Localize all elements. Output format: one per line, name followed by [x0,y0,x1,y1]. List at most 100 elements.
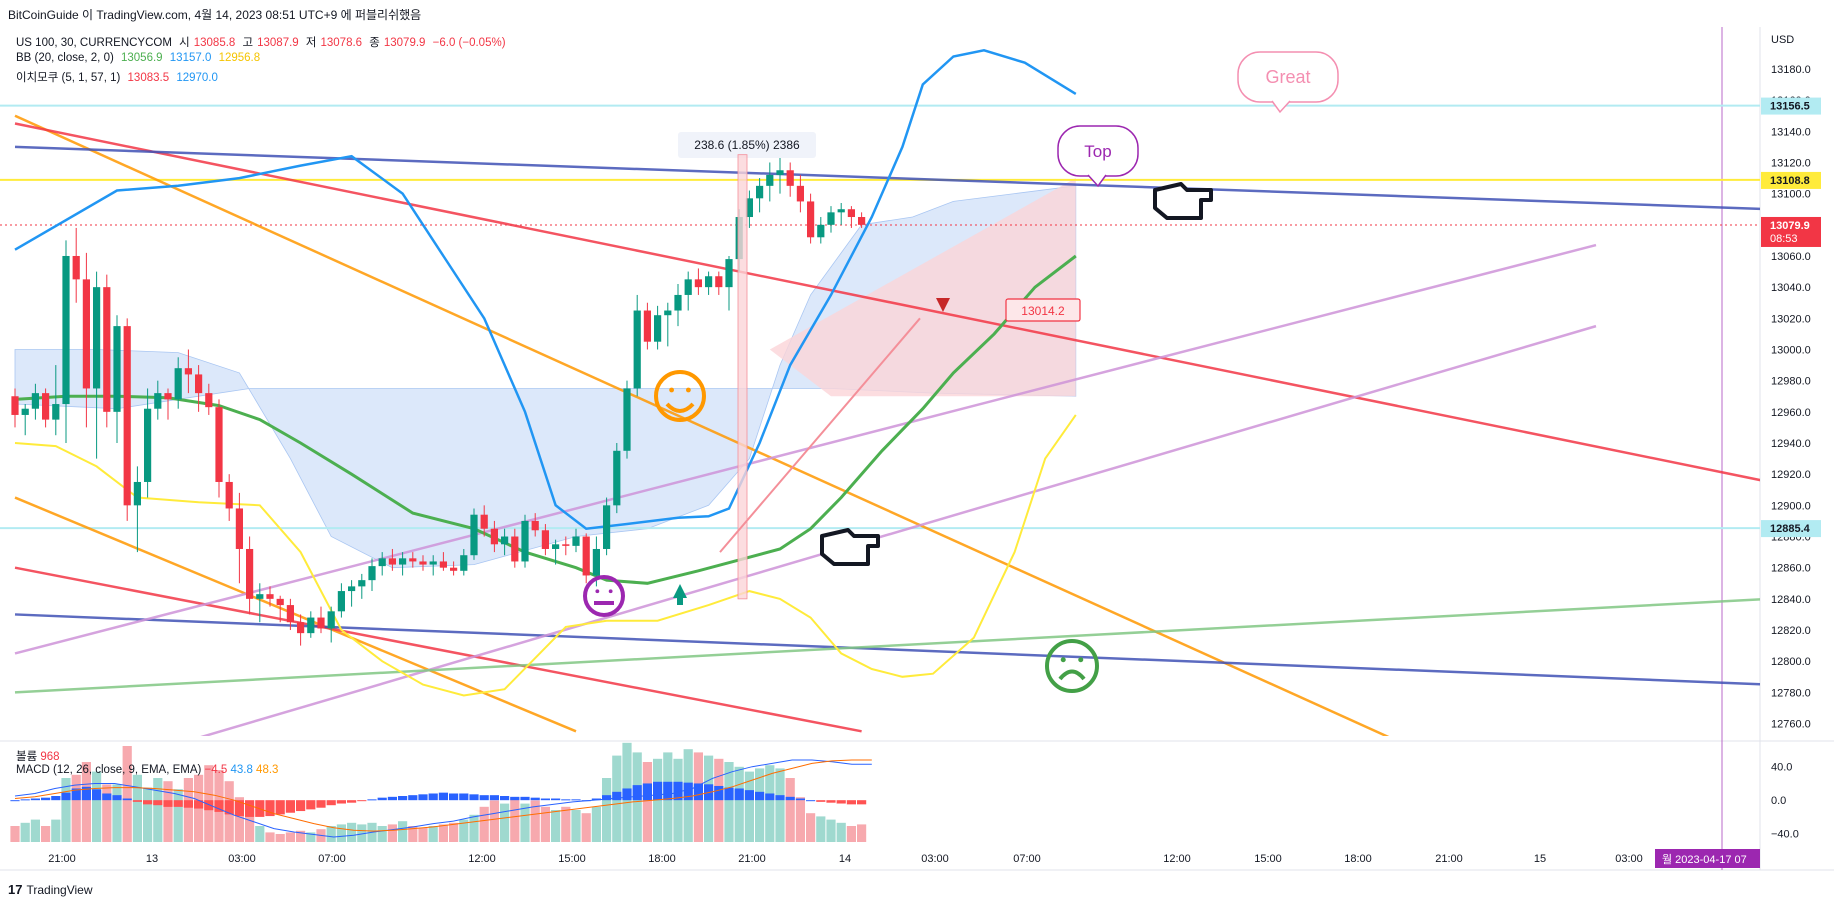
candle[interactable] [807,201,815,238]
candle[interactable] [511,536,519,562]
candle[interactable] [235,508,243,549]
candle[interactable] [215,407,223,482]
candle[interactable] [93,287,101,389]
macd-legend[interactable]: MACD (12, 26, close, 9, EMA, EMA) −4.5 4… [16,764,278,776]
candle[interactable] [337,591,345,612]
candle[interactable] [674,294,682,311]
measure-box[interactable] [678,132,816,158]
candle[interactable] [572,536,580,546]
candle[interactable] [297,622,305,634]
price-label[interactable]: 12885.4 [1770,523,1811,535]
candle[interactable] [154,393,162,409]
candle[interactable] [847,209,855,218]
candle[interactable] [613,450,621,506]
candle[interactable] [460,555,468,571]
candle[interactable] [21,408,29,415]
candle[interactable] [307,617,315,634]
candle[interactable] [113,326,121,412]
candle[interactable] [592,548,600,576]
trendline-red-2[interactable] [14,566,862,733]
candle[interactable] [256,594,264,599]
candle[interactable] [225,481,233,509]
candle[interactable] [327,611,335,629]
bb-legend[interactable]: BB (20, close, 2, 0) 13056.9 13157.0 129… [16,52,264,64]
candle[interactable] [827,212,835,225]
candle[interactable] [266,594,274,599]
candle[interactable] [450,567,458,571]
target-box[interactable] [1005,298,1081,322]
ichimoku-legend[interactable]: 이치모쿠 (5, 1, 57, 1) 13083.5 12970.0 [16,69,222,85]
symbol-label[interactable]: US 100, 30, CURRENCYCOM [16,37,172,49]
candle[interactable] [684,279,692,295]
candle[interactable] [82,279,90,389]
candle[interactable] [705,276,713,288]
candle[interactable] [286,605,294,623]
candle[interactable] [715,276,723,288]
candle[interactable] [562,544,570,546]
macd-line[interactable] [14,759,872,838]
candle[interactable] [817,224,825,238]
candle[interactable] [694,279,702,288]
candle[interactable] [399,558,407,565]
candle[interactable] [756,185,764,199]
candle[interactable] [358,580,366,587]
trendline-purple-1[interactable] [14,243,1597,655]
candle[interactable] [184,368,192,375]
candle[interactable] [205,393,213,408]
candle[interactable] [174,368,182,400]
candle[interactable] [103,287,111,412]
trendline-purple-2[interactable] [35,324,1597,786]
candle[interactable] [439,561,447,568]
candle[interactable] [72,255,80,280]
candle[interactable] [62,255,70,405]
candle[interactable] [42,393,50,420]
candle[interactable] [133,481,141,506]
footer-brand[interactable]: 17 TradingView [8,882,93,897]
candle[interactable] [276,598,284,606]
candle[interactable] [776,170,784,175]
candle[interactable] [317,617,325,629]
candle[interactable] [501,536,509,545]
candle[interactable] [246,548,254,599]
macd-signal-line[interactable] [14,759,872,832]
candle[interactable] [409,558,417,562]
candle[interactable] [603,505,611,549]
candle[interactable] [766,174,774,186]
candle[interactable] [470,514,478,556]
candle[interactable] [786,170,794,186]
trendline-green-1[interactable] [14,598,1769,694]
candle[interactable] [531,520,539,531]
candle[interactable] [195,374,203,394]
price-label[interactable]: 13108.8 [1770,175,1810,187]
candle[interactable] [541,530,549,549]
candle[interactable] [490,528,498,545]
candle[interactable] [11,396,19,415]
candle[interactable] [164,393,172,400]
price-label[interactable]: 13079.9 [1770,220,1810,232]
volume-legend[interactable]: 볼륨 968 [16,748,60,764]
candle[interactable] [429,561,437,565]
candle[interactable] [582,536,590,576]
candle[interactable] [858,217,866,225]
candle[interactable] [633,310,641,389]
candle[interactable] [368,566,376,581]
bb-upper-line[interactable] [14,49,1077,530]
candle[interactable] [654,315,662,342]
candle[interactable] [123,326,131,506]
candle[interactable] [144,408,152,482]
candle[interactable] [745,198,753,218]
candle[interactable] [796,185,804,202]
price-label[interactable]: 13156.5 [1770,101,1810,113]
candle[interactable] [521,520,529,562]
candle[interactable] [419,561,427,565]
candle[interactable] [552,544,560,549]
candle[interactable] [31,393,39,409]
trendline-red-1[interactable] [14,122,1769,482]
trendline-orange-1[interactable] [14,114,1565,817]
candle[interactable] [837,209,845,213]
candle[interactable] [388,558,396,565]
candle[interactable] [623,388,631,451]
candle[interactable] [52,404,60,420]
candle[interactable] [378,558,386,567]
